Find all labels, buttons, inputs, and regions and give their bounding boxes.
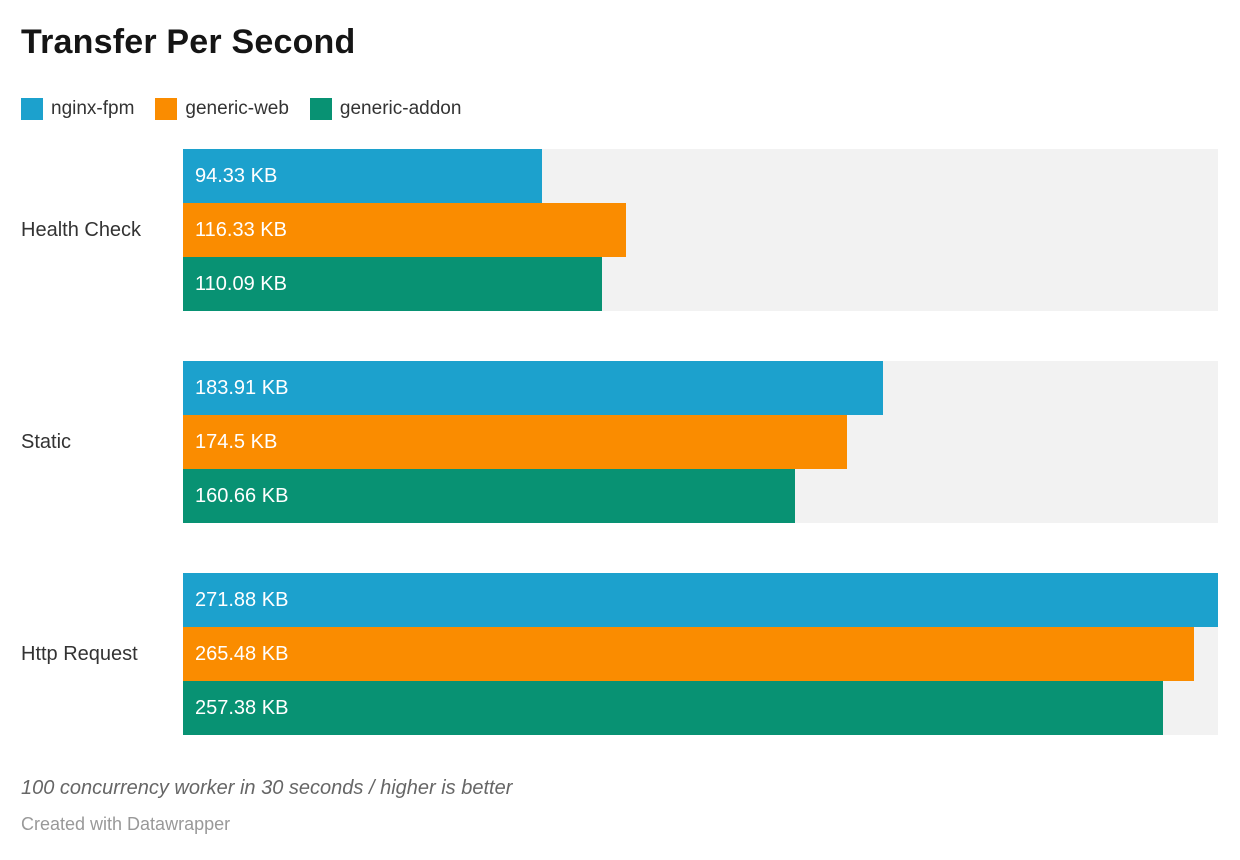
bar-value-label: 94.33 KB xyxy=(195,164,278,187)
legend-item-generic-addon: generic-addon xyxy=(309,98,462,120)
bar-value-label: 265.48 KB xyxy=(195,642,289,665)
category-group: Static 183.91 KB 174.5 KB 160.66 KB xyxy=(21,361,1218,523)
legend-swatch-icon xyxy=(21,98,43,120)
bar-generic-addon: 110.09 KB xyxy=(183,257,603,311)
bar-nginx-fpm: 271.88 KB xyxy=(183,573,1218,627)
legend-item-generic-web: generic-web xyxy=(155,98,289,120)
bar-nginx-fpm: 183.91 KB xyxy=(183,361,884,415)
bar-value-label: 174.5 KB xyxy=(195,430,278,453)
datawrapper-attribution: Created with Datawrapper xyxy=(21,814,231,834)
bar-value-label: 110.09 KB xyxy=(195,272,287,295)
category-label: Http Request xyxy=(21,642,138,665)
bar-generic-web: 116.33 KB xyxy=(183,203,626,257)
bar-generic-addon: 257.38 KB xyxy=(183,681,1163,735)
bar-value-label: 160.66 KB xyxy=(195,484,289,507)
bar-track: 183.91 KB 174.5 KB 160.66 KB xyxy=(183,361,1218,523)
category-label: Static xyxy=(21,430,72,453)
bar-track: 94.33 KB 116.33 KB 110.09 KB xyxy=(183,149,1218,311)
bar-value-label: 183.91 KB xyxy=(195,376,289,399)
bar-value-label: 116.33 KB xyxy=(195,218,287,241)
bar-track: 271.88 KB 265.48 KB 257.38 KB xyxy=(183,573,1218,735)
bar-value-label: 271.88 KB xyxy=(195,588,289,611)
bar-value-label: 257.38 KB xyxy=(195,696,289,719)
category-label: Health Check xyxy=(21,218,142,241)
chart-footnote: 100 concurrency worker in 30 seconds / h… xyxy=(21,777,513,799)
bar-generic-addon: 160.66 KB xyxy=(183,469,795,523)
bar-nginx-fpm: 94.33 KB xyxy=(183,149,543,203)
legend: nginx-fpm generic-web generic-addon xyxy=(21,96,1218,122)
category-group: Http Request 271.88 KB 265.48 KB 257.38 KB xyxy=(21,573,1218,735)
legend-swatch-icon xyxy=(309,98,332,120)
legend-label: generic-addon xyxy=(339,98,462,119)
bar-generic-web: 174.5 KB xyxy=(183,415,848,469)
legend-label: generic-web xyxy=(185,98,289,119)
bar-chart: Health Check 94.33 KB 116.33 KB 110.09 KB St… xyxy=(21,149,1218,735)
bar-generic-web: 265.48 KB xyxy=(183,627,1194,681)
legend-item-nginx-fpm: nginx-fpm xyxy=(21,98,134,120)
legend-label: nginx-fpm xyxy=(51,98,135,119)
chart-title: Transfer Per Second xyxy=(21,23,356,61)
category-group: Health Check 94.33 KB 116.33 KB 110.09 KB xyxy=(21,149,1218,311)
legend-swatch-icon xyxy=(155,98,178,120)
